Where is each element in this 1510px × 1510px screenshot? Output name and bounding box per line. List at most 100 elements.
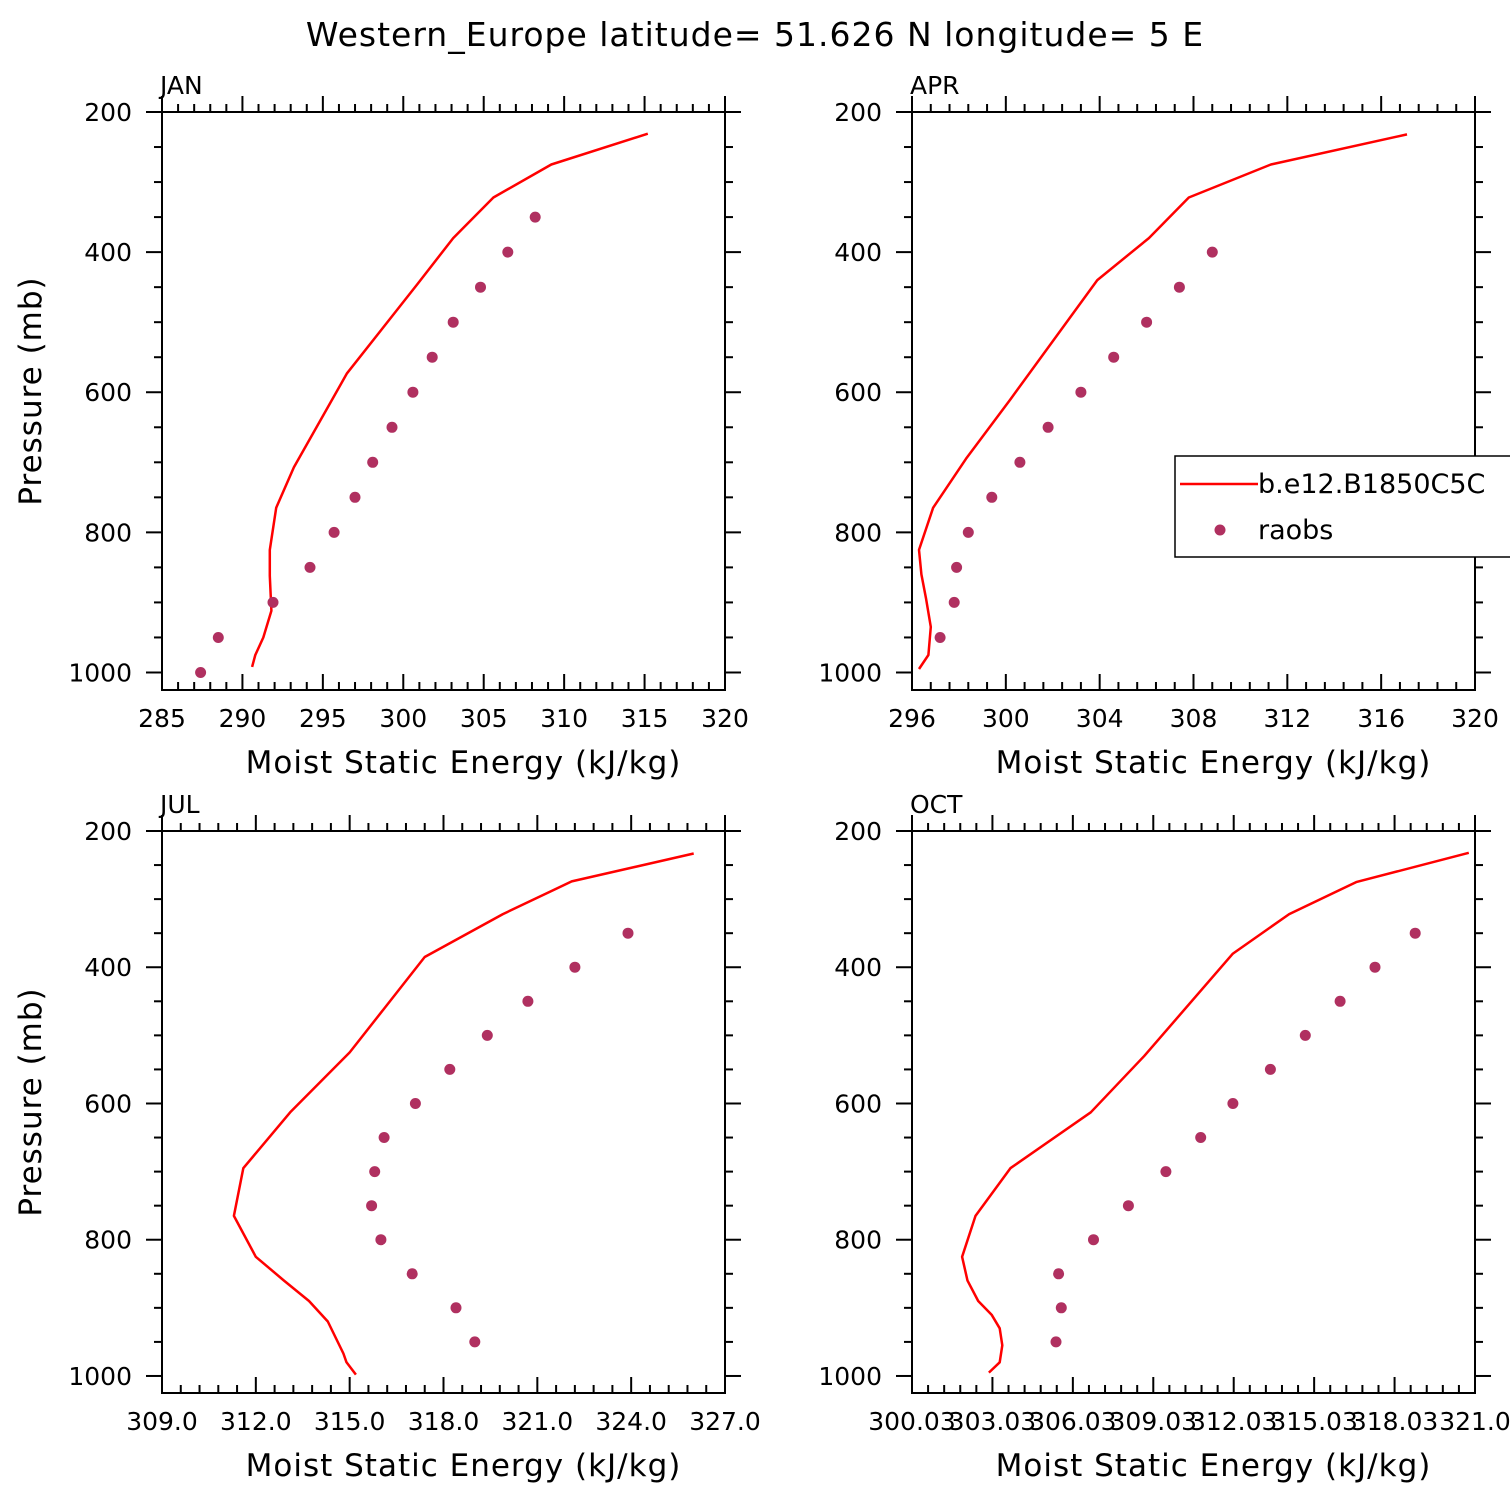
y-tick-label: 600 [84,378,132,407]
panel-label: APR [910,71,960,100]
y-tick-label: 200 [834,98,882,127]
raobs-point [447,316,459,328]
raobs-point [1369,961,1381,973]
x-tick-label: 290 [219,704,267,733]
model-profile-line [250,132,649,668]
raobs-point [304,561,316,573]
x-tick-label: 312.03 [1190,1407,1277,1436]
plot-frame [161,111,726,691]
x-tick-label: 306.03 [1029,1407,1116,1436]
panel-label: JUL [158,790,200,819]
raobs-point [1108,351,1120,363]
panel-label: OCT [910,790,963,819]
x-tick-label: 327.0 [689,1407,761,1436]
raobs-point [426,351,438,363]
x-tick-label: 312 [1263,704,1311,733]
raobs-point [469,1336,481,1348]
y-tick-label: 1000 [818,658,882,687]
y-tick-label: 200 [84,817,132,846]
raobs-point [367,456,379,468]
raobs-point [1050,1336,1062,1348]
y-tick-label: 600 [834,1089,882,1118]
x-tick-label: 324.0 [595,1407,667,1436]
raobs-point [1409,927,1421,939]
x-tick-label: 320 [1451,704,1499,733]
y-tick-label: 800 [84,1226,132,1255]
x-tick-label: 318.0 [408,1407,480,1436]
raobs-point [444,1063,456,1075]
x-tick-label: 304 [1076,704,1124,733]
model-profile-line [960,851,1470,1374]
raobs-point [195,667,207,678]
x-tick-label: 309.03 [1110,1407,1197,1436]
raobs-point [1334,995,1346,1007]
raobs-point [1299,1029,1311,1041]
y-tick-label: 200 [834,817,882,846]
y-axis-title: Pressure (mb) [13,276,49,505]
raobs-point [409,1098,421,1109]
x-tick-label: 285 [138,704,186,733]
legend-box [1174,455,1510,558]
y-tick-label: 800 [834,518,882,547]
raobs-point [481,1029,493,1041]
x-tick-label: 300.03 [868,1407,955,1436]
y-tick-label: 200 [84,98,132,127]
legend-dot-marker [1214,524,1226,536]
y-tick-label: 1000 [818,1362,882,1391]
model-profile-line [917,133,1408,670]
x-tick-label: 315.03 [1270,1407,1357,1436]
raobs-point [267,596,279,608]
raobs-point [328,526,340,538]
raobs-point [951,561,963,573]
x-tick-label: 308 [1170,704,1218,733]
x-tick-label: 320 [701,704,749,733]
plot-frame [911,111,1476,691]
raobs-point [1055,1302,1067,1314]
legend: b.e12.B1850C5C raobs [1174,455,1510,558]
y-tick-label: 400 [84,238,132,267]
raobs-point [1042,421,1054,433]
y-tick-label: 1000 [68,1362,132,1391]
raobs-point [502,246,514,258]
panel-jul: JUL 200 400 600 800 1000 309.0 312.0 315.0 318.0 3… [13,790,761,1484]
raobs-point [948,596,960,608]
raobs-point [1014,456,1026,468]
x-tick-label: 309.0 [126,1407,198,1436]
raobs-point [986,491,998,503]
x-tick-label: 295 [299,704,347,733]
raobs-point [386,421,398,433]
raobs-point [1195,1132,1207,1143]
raobs-point [1264,1063,1276,1075]
raobs-point [378,1132,390,1143]
x-tick-label: 310 [540,704,588,733]
x-tick-label: 318.03 [1351,1407,1438,1436]
y-axis-title: Pressure (mb) [13,987,49,1216]
raobs-point [212,632,224,643]
raobs-point [522,995,534,1007]
plot-frame [911,830,1476,1394]
x-tick-label: 321.0 [1439,1407,1510,1436]
raobs-point [349,491,361,503]
x-tick-label: 316 [1357,704,1405,733]
raobs-point [962,526,974,538]
y-tick-label: 600 [834,378,882,407]
x-tick-label: 321.0 [502,1407,574,1436]
raobs-point [406,1268,418,1280]
raobs-point [529,211,541,223]
raobs-point [450,1302,462,1314]
raobs-point [375,1234,387,1246]
x-tick-label: 305 [460,704,508,733]
x-tick-label: 296 [888,704,936,733]
x-tick-label: 303.03 [949,1407,1036,1436]
y-tick-label: 400 [834,953,882,982]
raobs-point [1141,316,1153,328]
figure-title: Western_Europe latitude= 51.626 N longit… [306,15,1204,54]
legend-label-obs: raobs [1258,515,1333,546]
panel-oct: OCT 200 400 600 800 1000 300.03303.03306.03309… [818,790,1510,1484]
raobs-point [1206,246,1218,258]
y-tick-label: 1000 [68,658,132,687]
